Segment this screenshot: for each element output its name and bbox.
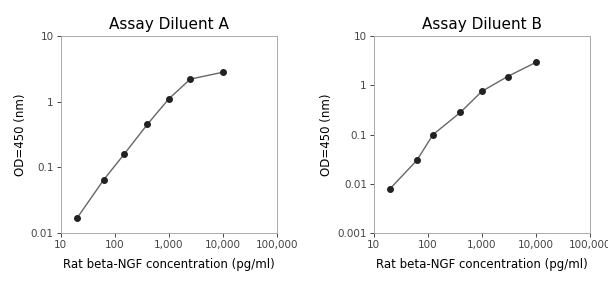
Y-axis label: OD=450 (nm): OD=450 (nm) <box>14 93 27 176</box>
X-axis label: Rat beta-NGF concentration (pg/ml): Rat beta-NGF concentration (pg/ml) <box>376 259 588 271</box>
Title: Assay Diluent A: Assay Diluent A <box>109 17 229 32</box>
X-axis label: Rat beta-NGF concentration (pg/ml): Rat beta-NGF concentration (pg/ml) <box>63 259 275 271</box>
Title: Assay Diluent B: Assay Diluent B <box>422 17 542 32</box>
Y-axis label: OD=450 (nm): OD=450 (nm) <box>320 93 333 176</box>
